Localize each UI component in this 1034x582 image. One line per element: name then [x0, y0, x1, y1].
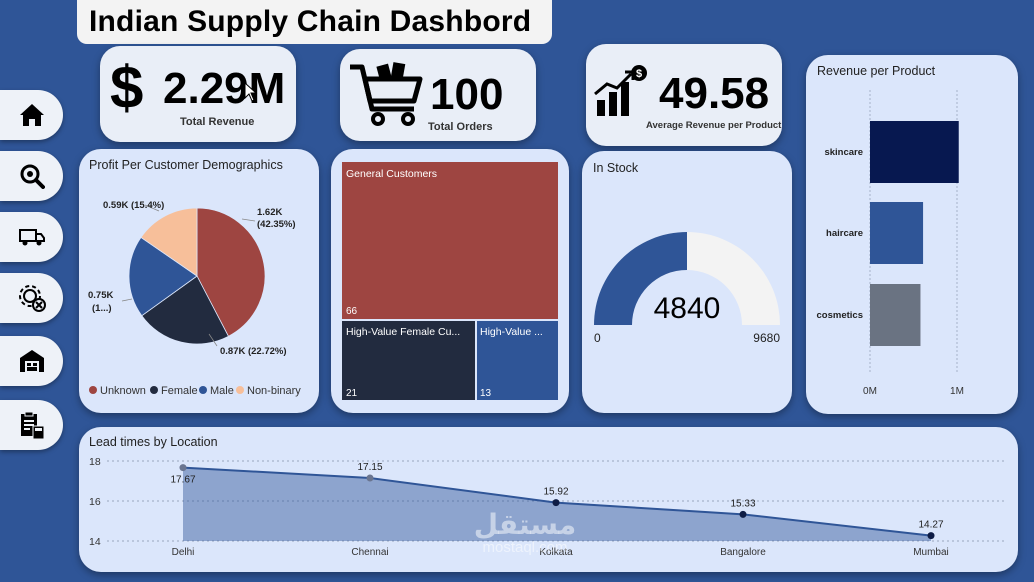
mouse-cursor-icon — [244, 82, 258, 102]
legend-unknown: Unknown — [100, 385, 146, 397]
area-chart-title: Lead times by Location — [89, 435, 218, 449]
nav-home-button[interactable] — [0, 90, 63, 140]
treemap-general-customers[interactable] — [342, 162, 558, 319]
bar-skincare — [870, 121, 959, 183]
area-ytick-label: 18 — [89, 456, 101, 468]
bar-xtick-label: 0M — [863, 386, 877, 397]
pie-slice-male — [128, 236, 198, 317]
pie-label-unknown-pct: (42.35%) — [257, 219, 296, 230]
gauge-max: 9680 — [753, 331, 780, 345]
pie-chart-title: Profit Per Customer Demographics — [89, 158, 283, 172]
bar-category-label: cosmetics — [817, 310, 863, 321]
pie-label-male-pct: (1...) — [92, 303, 112, 314]
page-title: Indian Supply Chain Dashbord — [89, 5, 532, 38]
pie-label-unknown-value: 1.62K — [257, 207, 282, 218]
total-orders-label: Total Orders — [428, 121, 493, 133]
area-ytick-label: 16 — [89, 496, 101, 508]
average-revenue-card: $ 49.58 Average Revenue per Product — [586, 44, 782, 146]
area-category-label: Delhi — [172, 547, 195, 558]
area-point — [552, 499, 560, 507]
nav-inventory-button[interactable] — [0, 400, 63, 450]
area-point — [366, 474, 374, 482]
pie-slice-nonbinary — [140, 207, 198, 277]
nav-delivery-button[interactable] — [0, 212, 63, 262]
dashboard-title-box: Indian Supply Chain Dashbord — [77, 0, 552, 44]
treemap-value-female: 21 — [346, 388, 358, 399]
area-category-label: Bangalore — [720, 547, 766, 558]
total-revenue-card: $ 2.29M Total Revenue — [100, 46, 296, 142]
in-stock-card: In Stock 4840 0 9680 — [582, 151, 792, 413]
treemap-label-general: General Customers — [346, 168, 437, 180]
gauge-value: 4840 — [654, 292, 721, 325]
total-revenue-value: 2.29M — [163, 64, 286, 113]
bar-xtick-label: 1M — [950, 386, 964, 397]
gauge-chart: 4840 0 9680 — [594, 232, 780, 345]
profit-demographics-card: Profit Per Customer Demographics 1.62K (… — [79, 149, 319, 413]
svg-text:$: $ — [636, 68, 642, 80]
customer-segments-card: General Customers 66 High-Value Female C… — [331, 149, 569, 413]
pie-slice-female — [141, 275, 229, 345]
legend-female: Female — [161, 385, 198, 397]
total-orders-value: 100 — [430, 70, 504, 119]
pie-slice-unknown — [196, 207, 266, 337]
pie-label-female: 0.87K (22.72%) — [220, 346, 287, 357]
warehouse-icon — [19, 350, 44, 372]
gauge-title: In Stock — [593, 161, 639, 175]
delivery-truck-icon — [18, 229, 45, 246]
area-chart: 18 16 14 17.67 Delhi 17.15 Chennai 15.92 Kolkat… — [89, 456, 1005, 558]
total-revenue-label: Total Revenue — [180, 116, 255, 128]
settings-gear-icon — [18, 285, 46, 312]
area-point — [927, 532, 935, 540]
area-value-label: 14.27 — [918, 520, 943, 531]
bar-haircare — [870, 202, 924, 264]
area-value-label: 15.92 — [543, 487, 568, 498]
pie-chart: 1.62K (42.35%) 0.59K (15.4%) 0.75K (1...… — [88, 200, 301, 397]
treemap-label-other: High-Value ... — [480, 326, 543, 338]
treemap-label-female: High-Value Female Cu... — [346, 326, 460, 338]
average-revenue-label: Average Revenue per Product — [646, 120, 782, 131]
gauge-min: 0 — [594, 331, 601, 345]
treemap-high-value-female[interactable] — [342, 321, 475, 400]
pie-label-male-value: 0.75K — [88, 290, 113, 301]
area-category-label: Chennai — [351, 547, 388, 558]
treemap-high-value-other[interactable] — [477, 321, 558, 400]
total-orders-card: 100 Total Orders — [340, 49, 536, 141]
bar-cosmetics — [870, 284, 921, 346]
bar-chart-title: Revenue per Product — [817, 64, 936, 78]
area-value-label: 17.15 — [357, 462, 382, 473]
legend-nonbinary: Non-binary — [247, 385, 301, 397]
dollar-icon: $ — [110, 54, 144, 121]
area-point — [179, 464, 187, 472]
home-icon — [19, 104, 44, 126]
pie-legend: Unknown Female Male Non-binary — [89, 385, 301, 397]
area-point — [739, 510, 747, 518]
area-category-label: Mumbai — [913, 547, 949, 558]
area-category-label: Kolkata — [539, 547, 573, 558]
bar-category-label: haircare — [826, 228, 863, 239]
growth-chart-dollar-icon: $ — [594, 65, 647, 116]
lead-times-card: Lead times by Location 18 16 14 17.67 Delhi… — [79, 427, 1018, 572]
bar-chart: 0M 1M skincare haircare cosmetics — [817, 90, 964, 397]
area-value-label: 15.33 — [730, 498, 755, 509]
nav-analytics-button[interactable] — [0, 151, 63, 201]
bar-category-label: skincare — [824, 147, 863, 158]
treemap-chart: General Customers 66 High-Value Female C… — [342, 162, 558, 400]
nav-warehouse-button[interactable] — [0, 336, 63, 386]
treemap-value-other: 13 — [480, 388, 492, 399]
legend-male: Male — [210, 385, 234, 397]
area-value-label: 17.67 — [170, 475, 195, 486]
gauge-fill — [594, 232, 687, 325]
shopping-cart-icon — [350, 62, 423, 126]
average-revenue-value: 49.58 — [659, 69, 770, 118]
search-analytics-icon — [20, 164, 45, 189]
area-ytick-label: 14 — [89, 536, 101, 548]
treemap-value-general: 66 — [346, 306, 358, 317]
clipboard-calculator-icon — [20, 411, 44, 440]
pie-label-nonbinary: 0.59K (15.4%) — [103, 200, 164, 211]
nav-settings-button[interactable] — [0, 273, 63, 323]
revenue-per-product-card: Revenue per Product 0M 1M skincare haircar… — [806, 55, 1018, 414]
